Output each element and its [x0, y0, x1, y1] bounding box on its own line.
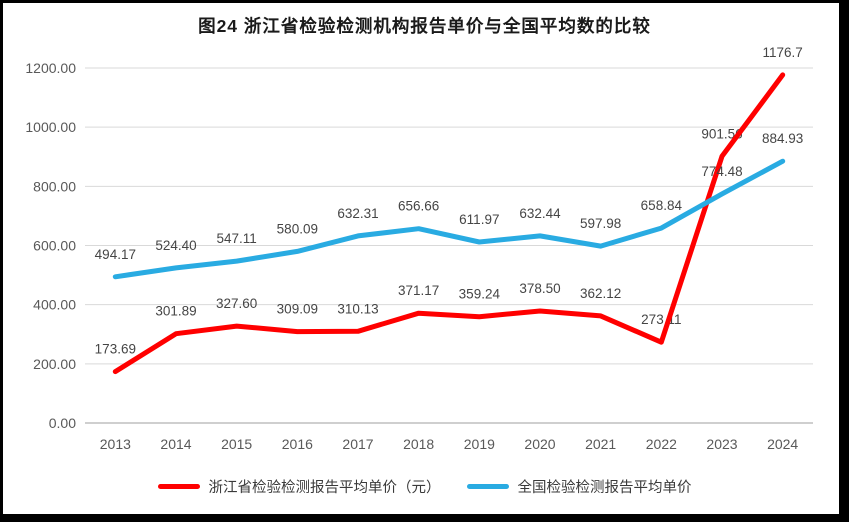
national-data-label: 774.48	[701, 164, 742, 179]
red-line-swatch-icon	[157, 483, 200, 489]
zhejiang-data-label: 309.09	[277, 302, 318, 317]
national-data-label: 632.44	[519, 206, 561, 221]
y-tick-label: 1200.00	[25, 60, 76, 76]
zhejiang-data-label: 310.13	[337, 301, 378, 316]
x-tick-label: 2021	[585, 436, 616, 452]
x-tick-label: 2018	[403, 436, 434, 452]
y-tick-label: 800.00	[33, 178, 76, 194]
zhejiang-data-label: 327.60	[216, 296, 257, 311]
x-tick-label: 2017	[342, 436, 373, 452]
x-tick-label: 2015	[221, 436, 252, 452]
x-tick-label: 2024	[767, 436, 798, 452]
y-tick-label: 200.00	[33, 356, 76, 372]
x-tick-label: 2013	[100, 436, 131, 452]
zhejiang-data-label: 362.12	[580, 286, 621, 301]
legend-item-national: 全国检验检测报告平均单价	[466, 476, 692, 497]
national-data-label: 656.66	[398, 199, 439, 214]
national-data-label: 580.09	[277, 221, 318, 236]
y-tick-label: 600.00	[33, 238, 76, 254]
x-tick-label: 2020	[524, 436, 555, 452]
legend-label-national: 全国检验检测报告平均单价	[517, 479, 692, 496]
x-tick-label: 2014	[160, 436, 191, 452]
national-series-line	[112, 158, 786, 280]
national-data-label: 884.93	[762, 131, 803, 146]
national-data-label: 632.31	[337, 206, 378, 221]
zhejiang-data-label: 301.89	[155, 304, 196, 319]
x-tick-label: 2016	[282, 436, 313, 452]
national-data-label: 658.84	[641, 198, 683, 213]
legend-item-zhejiang: 浙江省检验检测报告平均单价（元）	[157, 476, 441, 497]
zhejiang-data-label: 1176.7	[763, 45, 803, 60]
chart-title: 图24 浙江省检验检测机构报告单价与全国平均数的比较	[198, 16, 651, 36]
zhejiang-data-label: 173.69	[95, 342, 136, 357]
zhejiang-data-label: 901.56	[701, 126, 742, 141]
x-tick-label: 2019	[464, 436, 495, 452]
zhejiang-data-label: 273.11	[641, 312, 681, 327]
national-data-label: 597.98	[580, 216, 621, 231]
zhejiang-data-label: 371.17	[398, 283, 439, 298]
national-data-label: 611.97	[459, 212, 499, 227]
y-tick-label: 0.00	[49, 415, 76, 431]
national-data-label: 547.11	[217, 231, 257, 246]
legend-label-zhejiang: 浙江省检验检测报告平均单价（元）	[208, 479, 441, 496]
blue-line-swatch-icon	[466, 483, 509, 489]
y-tick-label: 400.00	[33, 297, 76, 313]
chart-legend: 浙江省检验检测报告平均单价（元） 全国检验检测报告平均单价	[0, 470, 849, 502]
zhejiang-data-label: 359.24	[459, 287, 501, 302]
national-data-label: 494.17	[95, 247, 136, 262]
national-data-label: 524.40	[155, 238, 196, 253]
x-tick-label: 2022	[646, 436, 677, 452]
x-tick-label: 2023	[706, 436, 737, 452]
y-tick-label: 1000.00	[25, 119, 76, 135]
zhejiang-data-label: 378.50	[519, 281, 560, 296]
zhejiang-series-line	[112, 72, 786, 375]
